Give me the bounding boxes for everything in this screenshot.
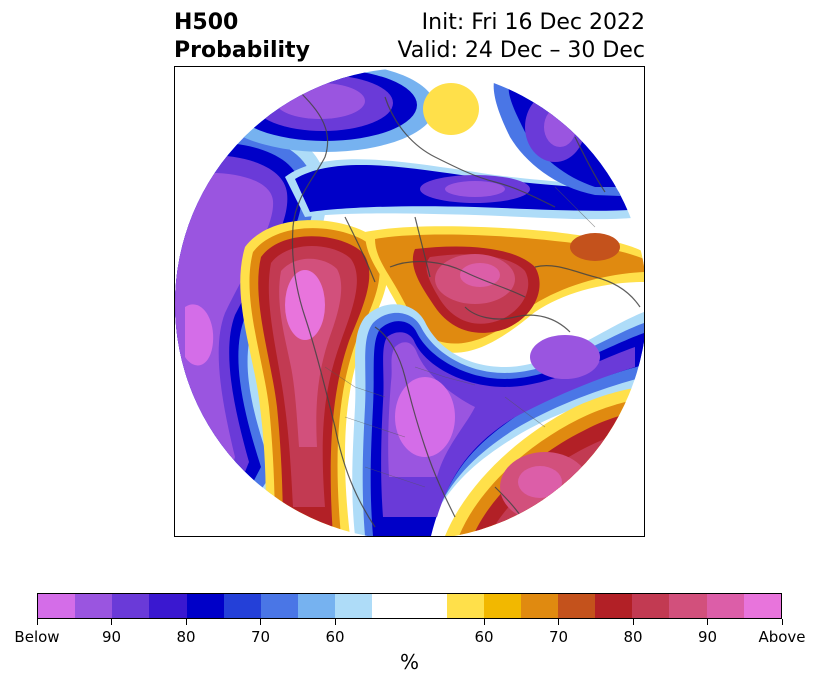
above-region-west-ridge [240, 220, 389, 536]
below-region-canada-band [285, 159, 644, 220]
colorbar-tick-label: 60 [474, 628, 494, 646]
title-variable: H500 [174, 10, 239, 35]
map-panel [174, 66, 645, 537]
above-region-central-ridge [365, 226, 644, 353]
title-type: Probability [174, 38, 310, 63]
colorbar-tick-label: 90 [697, 628, 718, 646]
colorbar-tick [111, 619, 112, 625]
colorbar-ticks: Below 90 80 70 60 60 70 80 90 Above [14, 619, 806, 647]
colorbar-segment [75, 594, 113, 618]
colorbar-segment [297, 594, 336, 618]
probability-map [175, 68, 644, 536]
init-date: Init: Fri 16 Dec 2022 [421, 10, 645, 35]
colorbar-tick [185, 619, 187, 625]
colorbar-tick [558, 619, 559, 625]
colorbar-tick-label: 80 [623, 628, 643, 646]
colorbar-segment [372, 594, 447, 618]
colorbar-tick-label: Above [758, 628, 806, 646]
valid-range: Valid: 24 Dec – 30 Dec [397, 38, 645, 63]
colorbar-segment [706, 594, 744, 618]
colorbar-tick [260, 619, 261, 625]
colorbar-segment [483, 594, 521, 618]
colorbar-segment [112, 594, 150, 618]
colorbar-tick-label: 70 [548, 628, 569, 646]
colorbar-tick-label: 90 [101, 628, 122, 646]
colorbar-unit: % [399, 650, 419, 674]
above-region-arctic [423, 83, 479, 135]
colorbar-tick [36, 619, 38, 625]
colorbar-segment [260, 594, 298, 618]
colorbar-segment [335, 594, 373, 618]
colorbar-segment [520, 594, 558, 618]
colorbar-tick-label: Below [14, 628, 60, 646]
colorbar-tick-label: 70 [250, 628, 271, 646]
colorbar-tick [707, 619, 708, 625]
borders [324, 186, 596, 488]
colorbar-segment [446, 594, 484, 618]
colorbar-tick-label: 80 [176, 628, 196, 646]
colorbar-segment [595, 594, 633, 618]
colorbar-segment [743, 594, 781, 618]
colorbar-tick-label: 60 [325, 628, 345, 646]
colorbar [37, 593, 782, 619]
colorbar-tick [632, 619, 634, 625]
colorbar-segment [632, 594, 670, 618]
chart-dates: Init: Fri 16 Dec 2022 Valid: 24 Dec – 30… [397, 9, 645, 65]
colorbar-segment [38, 594, 76, 618]
colorbar-segment [149, 594, 187, 618]
colorbar-segment [557, 594, 596, 618]
colorbar-segment [669, 594, 707, 618]
coastlines [291, 86, 641, 528]
colorbar-segment [223, 594, 261, 618]
chart-title: H500 Probability [174, 9, 310, 65]
colorbar-tick [334, 619, 336, 625]
colorbar-tick [483, 619, 485, 625]
colorbar-segment [186, 594, 224, 618]
colorbar-tick [781, 619, 783, 625]
